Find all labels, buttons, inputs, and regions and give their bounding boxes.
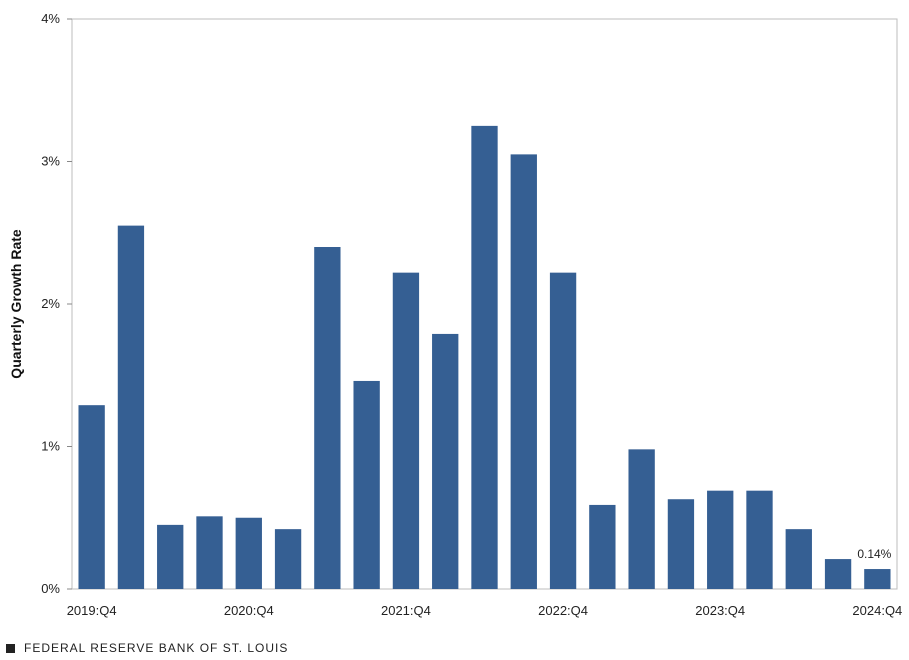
- y-tick-label: 4%: [41, 11, 60, 26]
- bar: [471, 125, 498, 589]
- x-tick-label: 2020:Q4: [224, 603, 274, 618]
- bar: [549, 272, 577, 589]
- bar: [432, 333, 459, 589]
- bar: [707, 490, 734, 589]
- bar: [628, 449, 655, 589]
- y-tick-label: 2%: [41, 296, 60, 311]
- bar: [589, 504, 616, 589]
- x-tick-label: 2019:Q4: [67, 603, 117, 618]
- bar: [667, 499, 695, 589]
- x-tick-label: 2023:Q4: [695, 603, 745, 618]
- bar: [510, 154, 537, 589]
- source-text: FEDERAL RESERVE BANK OF ST. LOUIS: [24, 641, 289, 655]
- chart-svg: 0% 1% 2% 3% 4% Quarterly Growth Rate 2019:Q4 20…: [8, 11, 902, 618]
- y-tick-label: 3%: [41, 154, 60, 169]
- x-tick-label: 2022:Q4: [538, 603, 588, 618]
- y-tick-label: 1%: [41, 439, 60, 454]
- bar: [78, 405, 105, 589]
- chart: 0% 1% 2% 3% 4% Quarterly Growth Rate 2019:Q4 20…: [8, 11, 902, 618]
- bar: [274, 529, 302, 589]
- data-label: 0.14%: [857, 547, 891, 561]
- bar: [864, 569, 891, 589]
- bar: [392, 272, 420, 589]
- bar: [746, 490, 773, 589]
- footer-square-icon: [6, 643, 15, 653]
- bar: [157, 524, 184, 589]
- y-axis-label: Quarterly Growth Rate: [8, 229, 24, 379]
- x-tick-label: 2024:Q4: [852, 603, 902, 618]
- footer: FEDERAL RESERVE BANK OF ST. LOUIS: [6, 641, 288, 655]
- bar: [117, 225, 145, 589]
- bar: [353, 380, 380, 589]
- bar: [314, 247, 341, 589]
- x-tick-label: 2021:Q4: [381, 603, 431, 618]
- bar: [196, 516, 223, 589]
- bar: [785, 529, 812, 589]
- y-tick-label: 0%: [41, 581, 60, 596]
- bar: [824, 559, 852, 589]
- bar: [235, 517, 262, 589]
